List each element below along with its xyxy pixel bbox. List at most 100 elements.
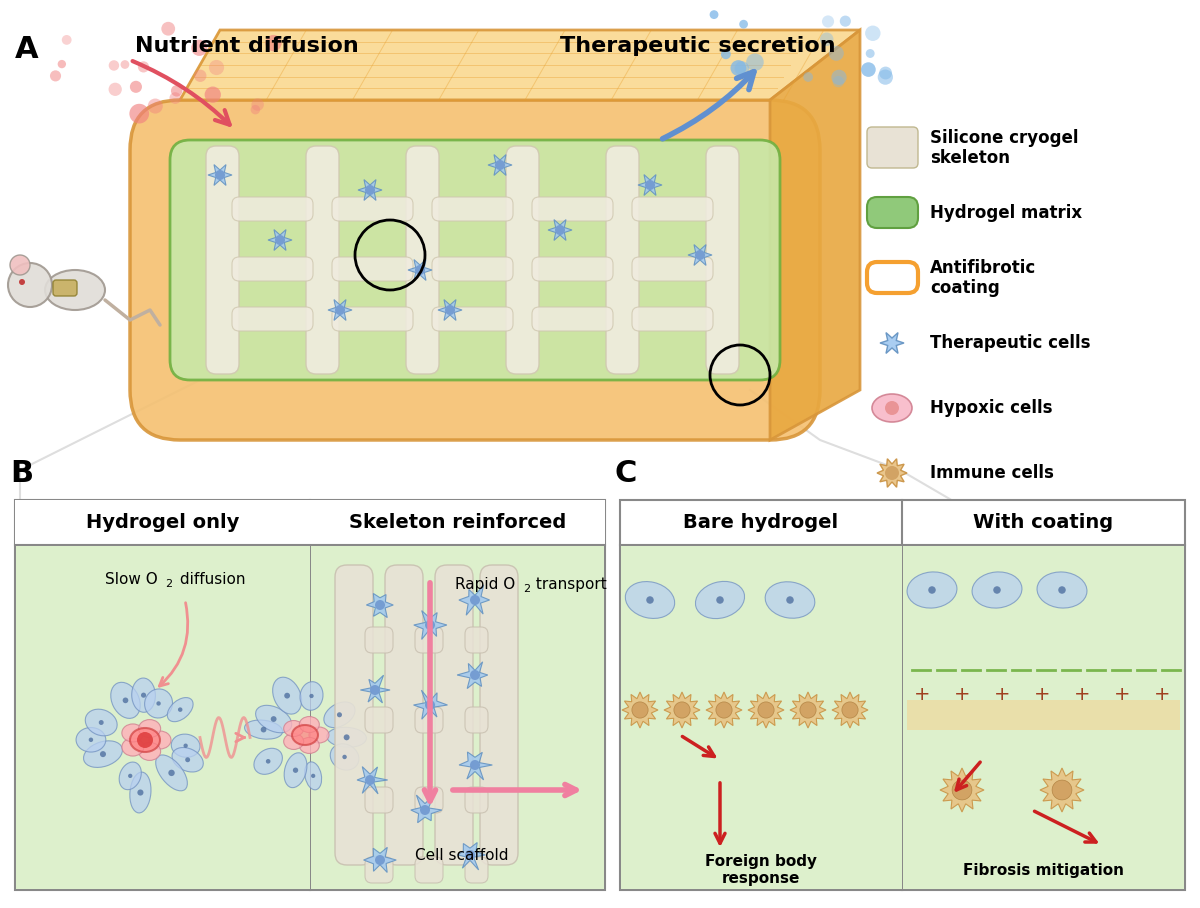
Circle shape bbox=[952, 780, 972, 800]
Ellipse shape bbox=[110, 682, 140, 718]
FancyBboxPatch shape bbox=[866, 262, 918, 293]
Ellipse shape bbox=[292, 725, 318, 745]
Circle shape bbox=[185, 757, 190, 762]
Text: Fibrosis mitigation: Fibrosis mitigation bbox=[964, 863, 1124, 877]
Circle shape bbox=[140, 693, 146, 697]
FancyBboxPatch shape bbox=[466, 627, 488, 653]
Bar bbox=[622, 546, 902, 889]
FancyBboxPatch shape bbox=[866, 197, 918, 228]
FancyBboxPatch shape bbox=[866, 127, 918, 168]
Ellipse shape bbox=[156, 755, 187, 791]
FancyBboxPatch shape bbox=[432, 197, 514, 221]
Circle shape bbox=[880, 66, 892, 79]
Circle shape bbox=[374, 855, 385, 865]
Circle shape bbox=[731, 60, 746, 76]
Circle shape bbox=[156, 701, 161, 706]
Text: With coating: With coating bbox=[973, 512, 1114, 531]
Text: Slow O: Slow O bbox=[106, 573, 157, 587]
Circle shape bbox=[178, 707, 182, 712]
Circle shape bbox=[100, 751, 106, 757]
Ellipse shape bbox=[130, 772, 151, 813]
Circle shape bbox=[271, 716, 276, 722]
Text: C: C bbox=[616, 459, 637, 488]
Circle shape bbox=[632, 702, 648, 718]
Text: Cell scaffold: Cell scaffold bbox=[415, 847, 509, 863]
FancyBboxPatch shape bbox=[432, 307, 514, 331]
Circle shape bbox=[865, 49, 875, 58]
FancyBboxPatch shape bbox=[232, 257, 313, 281]
Polygon shape bbox=[460, 752, 492, 780]
FancyBboxPatch shape bbox=[632, 197, 713, 221]
FancyBboxPatch shape bbox=[306, 146, 340, 374]
Text: Foreign body
response: Foreign body response bbox=[706, 854, 817, 886]
Circle shape bbox=[343, 735, 349, 740]
Circle shape bbox=[275, 235, 286, 245]
FancyBboxPatch shape bbox=[232, 197, 313, 221]
Ellipse shape bbox=[625, 581, 674, 618]
Circle shape bbox=[374, 600, 385, 610]
Ellipse shape bbox=[272, 677, 301, 714]
Circle shape bbox=[205, 86, 221, 103]
Circle shape bbox=[194, 70, 206, 82]
Ellipse shape bbox=[972, 572, 1022, 608]
Ellipse shape bbox=[696, 581, 744, 618]
Polygon shape bbox=[770, 30, 860, 440]
Bar bbox=[16, 546, 310, 889]
FancyBboxPatch shape bbox=[53, 280, 77, 296]
Ellipse shape bbox=[305, 762, 322, 790]
Text: Rapid O: Rapid O bbox=[455, 577, 515, 593]
FancyBboxPatch shape bbox=[170, 140, 780, 380]
Circle shape bbox=[746, 54, 763, 71]
Polygon shape bbox=[877, 459, 907, 488]
Polygon shape bbox=[366, 594, 394, 617]
Ellipse shape bbox=[254, 748, 282, 775]
Bar bbox=[311, 546, 604, 889]
Circle shape bbox=[108, 83, 122, 96]
Polygon shape bbox=[638, 174, 662, 195]
Circle shape bbox=[8, 263, 52, 307]
Circle shape bbox=[709, 10, 719, 19]
Ellipse shape bbox=[299, 716, 319, 733]
FancyBboxPatch shape bbox=[532, 257, 613, 281]
Ellipse shape bbox=[46, 270, 106, 310]
Text: Therapeutic cells: Therapeutic cells bbox=[930, 334, 1091, 352]
FancyBboxPatch shape bbox=[332, 197, 413, 221]
Ellipse shape bbox=[1037, 572, 1087, 608]
Circle shape bbox=[251, 105, 260, 114]
Ellipse shape bbox=[310, 727, 329, 743]
Text: Hydrogel matrix: Hydrogel matrix bbox=[930, 204, 1082, 222]
FancyBboxPatch shape bbox=[466, 707, 488, 733]
FancyBboxPatch shape bbox=[415, 857, 443, 883]
Text: B: B bbox=[10, 459, 34, 488]
Bar bbox=[904, 546, 1184, 889]
Ellipse shape bbox=[172, 734, 200, 757]
FancyBboxPatch shape bbox=[365, 627, 394, 653]
Circle shape bbox=[191, 40, 208, 56]
Text: Skeleton reinforced: Skeleton reinforced bbox=[349, 512, 566, 531]
Ellipse shape bbox=[122, 738, 144, 756]
Circle shape bbox=[734, 61, 749, 75]
Bar bbox=[907, 700, 1180, 730]
Polygon shape bbox=[328, 300, 352, 321]
Ellipse shape bbox=[122, 724, 144, 742]
Circle shape bbox=[265, 35, 282, 51]
Text: +: + bbox=[1033, 686, 1050, 705]
Circle shape bbox=[425, 700, 436, 710]
Circle shape bbox=[98, 720, 103, 725]
Circle shape bbox=[840, 15, 851, 26]
Circle shape bbox=[251, 98, 264, 111]
Circle shape bbox=[1058, 587, 1066, 594]
Polygon shape bbox=[414, 690, 448, 719]
Circle shape bbox=[370, 685, 380, 695]
Circle shape bbox=[758, 702, 774, 718]
Text: Hydrogel only: Hydrogel only bbox=[86, 512, 239, 531]
Circle shape bbox=[470, 670, 480, 680]
Polygon shape bbox=[832, 692, 868, 728]
FancyBboxPatch shape bbox=[335, 565, 373, 865]
Circle shape bbox=[310, 694, 313, 698]
Text: 2: 2 bbox=[523, 584, 530, 594]
FancyBboxPatch shape bbox=[406, 146, 439, 374]
Circle shape bbox=[365, 185, 374, 195]
Ellipse shape bbox=[283, 721, 304, 736]
Polygon shape bbox=[622, 692, 658, 728]
